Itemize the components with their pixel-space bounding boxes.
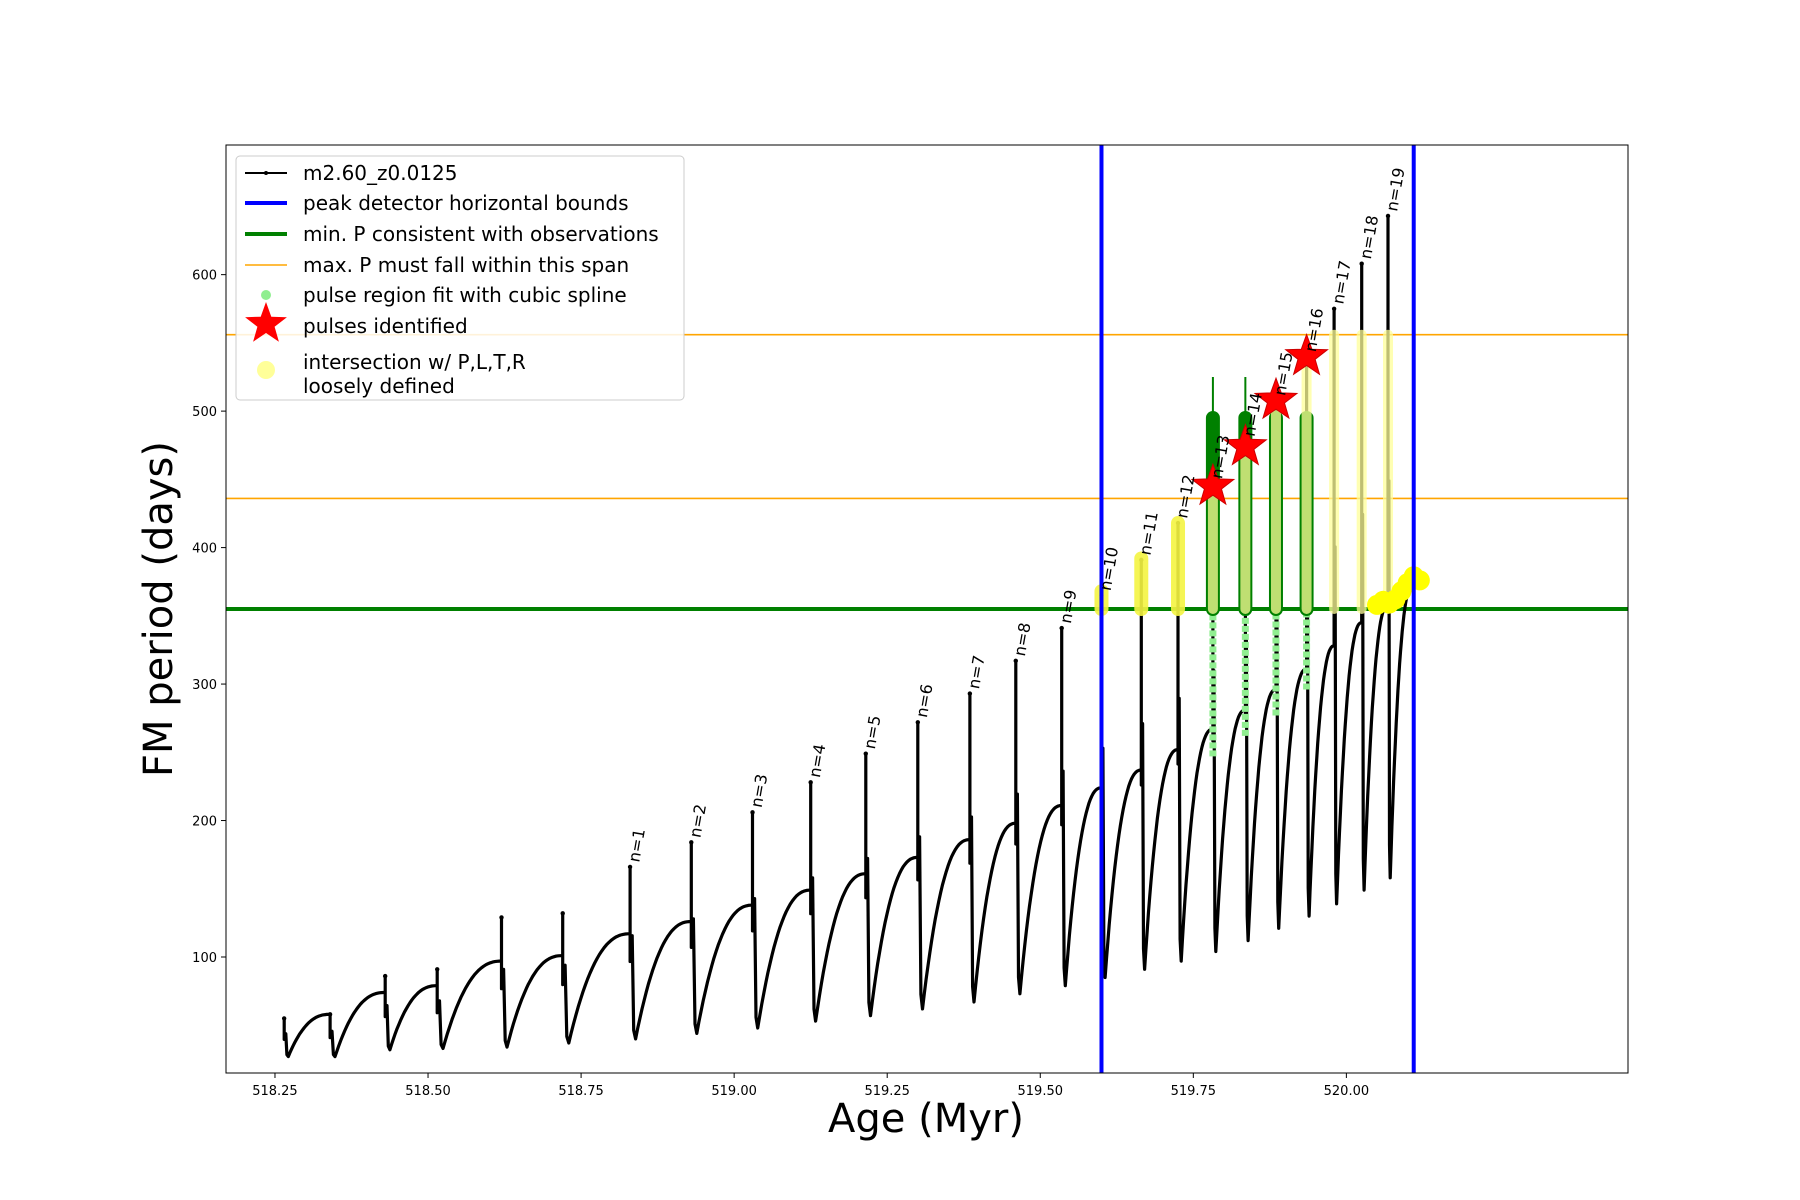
legend-handle-6 (245, 302, 287, 342)
legend-label-7: intersection w/ P,L,T,R (303, 350, 526, 374)
series-point-spike-5 (499, 915, 504, 920)
series-point-spike-6 (560, 911, 565, 916)
legend-handle-5 (261, 290, 271, 300)
series-point-spike-10 (808, 780, 813, 785)
series-point-spike-11 (863, 751, 868, 756)
series-point-spike-2 (327, 1012, 333, 1017)
x-tick-label-5: 519.25 (864, 1084, 910, 1099)
series-point-spike-23 (1331, 306, 1337, 311)
series-point-spike-24 (1359, 261, 1364, 266)
pulse-star-4 (1284, 333, 1329, 376)
x-tick-label-4: 519.00 (711, 1084, 757, 1099)
axes-layer: 518.25 518.50 518.75 519.00 519.25 519.50 519.… (192, 269, 1369, 1099)
series-point-spike-9 (750, 810, 755, 815)
y-tick-label-3: 300 (192, 678, 217, 693)
legend-label-7-line-2: loosely defined (303, 374, 455, 398)
y-tick-label-6: 600 (192, 269, 217, 284)
x-tick-label-7: 519.75 (1171, 1084, 1217, 1099)
legend-handle-dot-1 (264, 171, 268, 175)
series-point-spike-3 (382, 973, 388, 979)
legend-label-4: max. P must fall within this span (303, 253, 629, 277)
series-point-spike-7 (627, 864, 633, 870)
x-tick-label-3: 518.75 (558, 1084, 604, 1099)
legend-label-2: peak detector horizontal bounds (303, 191, 629, 215)
x-tick-label-8: 520.00 (1324, 1084, 1370, 1099)
y-tick-label-1: 100 (192, 951, 217, 966)
pulse-star-2 (1222, 423, 1268, 466)
y-tick-label-4: 400 (192, 542, 217, 557)
legend-label-6: pulses identified (303, 314, 468, 338)
y-tick-label-5: 500 (192, 405, 217, 420)
y-axis-title: FM period (days) (136, 441, 182, 777)
legend-label-1: m2.60_z0.0125 (303, 161, 458, 185)
series-line (282, 214, 1414, 1059)
plot-frame (225, 144, 1629, 1074)
series-point-spike-1 (281, 1016, 287, 1021)
legend-label-5: pulse region fit with cubic spline (303, 283, 627, 307)
pulse-star-3 (1253, 376, 1299, 420)
series-point-spike-8 (689, 840, 694, 845)
x-tick-label-1: 518.25 (252, 1084, 298, 1099)
series-point-spike-25 (1385, 213, 1391, 219)
legend-handle-7 (257, 361, 275, 379)
x-axis-title: Age (Myr) (828, 1096, 1024, 1142)
series-point-spike-15 (1059, 625, 1064, 631)
series-point-spike-13 (967, 691, 973, 696)
series-point-spike-14 (1013, 658, 1018, 664)
x-tick-label-6: 519.50 (1018, 1084, 1064, 1099)
x-tick-label-2: 518.50 (405, 1084, 451, 1099)
series-point-spike-12 (915, 720, 921, 725)
legend-box (235, 155, 685, 401)
legend-label-3: min. P consistent with observations (303, 222, 659, 246)
pulse-star-1 (1190, 462, 1236, 506)
series-point-spike-4 (435, 967, 440, 972)
y-tick-label-2: 200 (192, 815, 217, 830)
